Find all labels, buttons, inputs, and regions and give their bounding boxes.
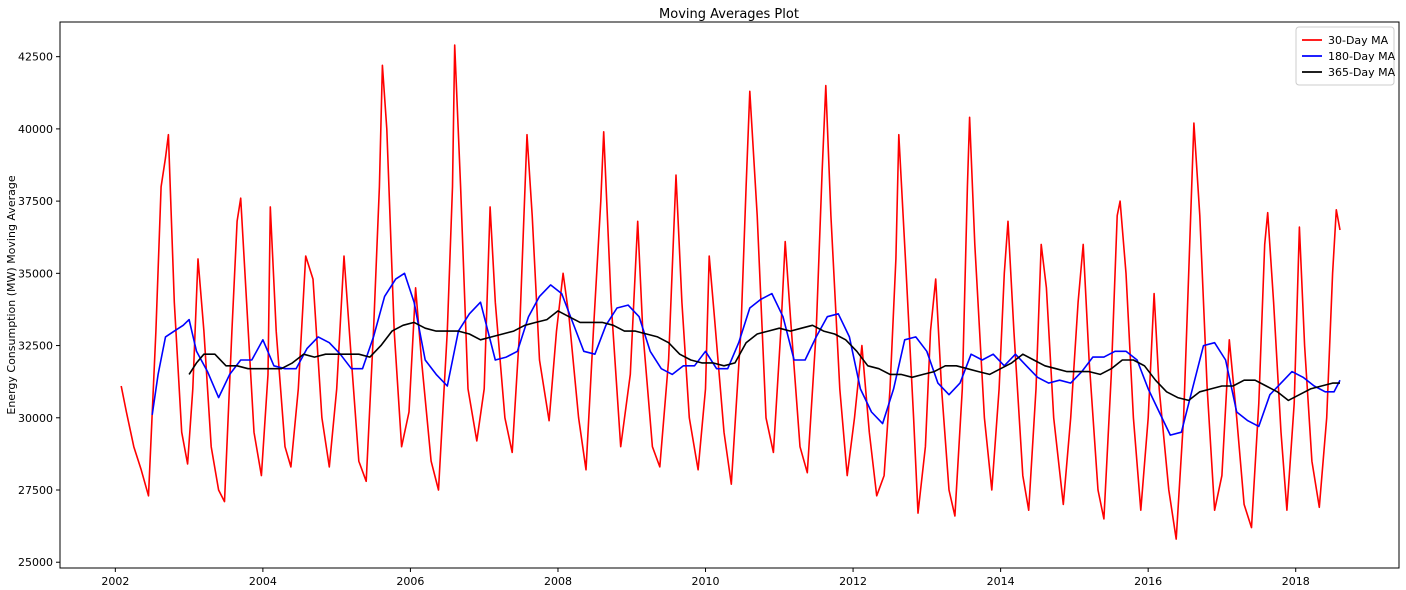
x-axis-ticks: 2002 2004 2006 2008 2010 2012 2014 2016 2018 — [101, 568, 1310, 588]
x-tick-label: 2018 — [1282, 575, 1310, 588]
legend-label-0: 30-Day MA — [1328, 34, 1389, 47]
x-tick-label: 2012 — [839, 575, 867, 588]
y-tick-label: 35000 — [18, 267, 53, 280]
y-axis-ticks: 25000 27500 30000 32500 35000 37500 40000 42500 — [18, 51, 60, 569]
chart-title: Moving Averages Plot — [659, 7, 799, 22]
x-tick-label: 2010 — [692, 575, 720, 588]
x-tick-label: 2016 — [1134, 575, 1162, 588]
legend-label-1: 180-Day MA — [1328, 50, 1396, 63]
y-tick-label: 40000 — [18, 123, 53, 136]
series-line-2 — [188, 310, 1340, 402]
x-tick-label: 2008 — [544, 575, 572, 588]
y-tick-label: 37500 — [18, 195, 53, 208]
x-tick-label: 2004 — [249, 575, 277, 588]
legend-box — [1295, 26, 1395, 86]
y-axis-label: Energy Consumption (MW) Moving Average — [5, 175, 18, 414]
x-tick-label: 2014 — [987, 575, 1015, 588]
y-tick-label: 25000 — [18, 556, 53, 569]
legend-label-2: 365-Day MA — [1328, 66, 1396, 79]
plot-area — [59, 21, 1400, 569]
y-tick-label: 42500 — [18, 51, 53, 64]
series-line-0 — [120, 44, 1341, 540]
x-tick-label: 2006 — [396, 575, 424, 588]
series-lines — [120, 44, 1341, 540]
legend: 30-Day MA 180-Day MA 365-Day MA — [1295, 26, 1396, 86]
x-tick-label: 2002 — [101, 575, 129, 588]
plot-frame — [59, 21, 1400, 569]
y-tick-label: 27500 — [18, 484, 53, 497]
y-tick-label: 32500 — [18, 340, 53, 353]
y-tick-label: 30000 — [18, 412, 53, 425]
series-line-1 — [151, 272, 1341, 436]
